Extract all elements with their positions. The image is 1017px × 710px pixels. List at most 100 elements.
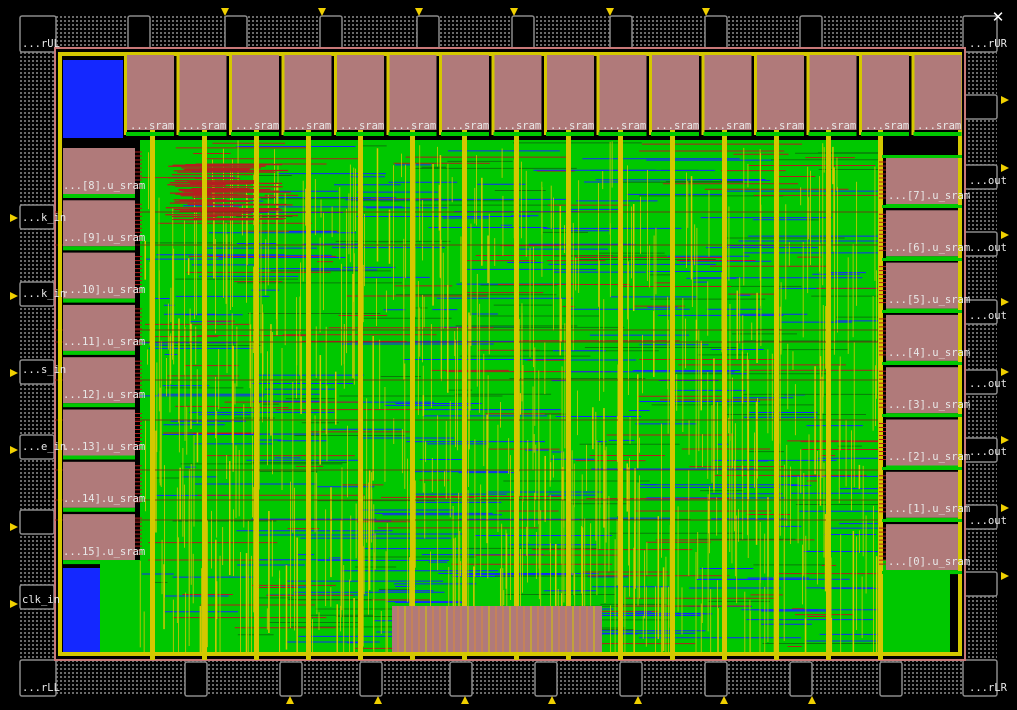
pin-marker <box>702 8 710 16</box>
right-macro-label: ...[2].u_sram <box>888 451 971 463</box>
macro-pin-row <box>861 132 909 136</box>
right-pad-label: ...out <box>969 378 1007 390</box>
pad-ring-top <box>20 16 997 52</box>
macro-pin-row <box>336 132 384 136</box>
pin-marker <box>1001 368 1009 376</box>
left-sram-macro <box>63 252 135 299</box>
power-stripe <box>358 130 363 660</box>
macro-pin-row <box>882 519 962 522</box>
macro-pin-row <box>63 246 135 251</box>
pin-marker <box>10 446 18 454</box>
macro-pin-row <box>882 310 962 313</box>
top-sram-macro <box>913 55 962 130</box>
pin-marker <box>1001 572 1009 580</box>
power-stripe <box>176 55 180 135</box>
top-macro-label: ...sram <box>235 120 280 132</box>
corner-label-lr: ...rLR <box>969 682 1007 694</box>
pin-marker <box>808 696 816 704</box>
top-macro-label: ...sram <box>340 120 385 132</box>
right-sram-macro <box>886 210 958 257</box>
pin-marker <box>606 8 614 16</box>
top-io-pad <box>319 15 343 51</box>
bottom-io-pad <box>879 661 903 697</box>
pin-marker <box>1001 504 1009 512</box>
top-macro-label: ...sram <box>392 120 437 132</box>
top-sram-macro <box>388 55 437 130</box>
macro-halo <box>63 568 103 653</box>
macro-pin-row <box>756 132 804 136</box>
close-icon[interactable]: ✕ <box>991 8 1005 26</box>
top-io-pad <box>704 15 728 51</box>
power-stripe <box>491 55 495 135</box>
left-sram-macro <box>63 409 135 456</box>
top-sram-macro <box>756 55 804 130</box>
power-stripe <box>649 55 652 135</box>
corner-pad <box>19 15 57 53</box>
pin-marker <box>10 600 18 608</box>
top-sram-macro <box>651 55 699 130</box>
macro-pin-row <box>283 132 332 136</box>
power-ring <box>60 652 960 656</box>
power-stripe <box>439 55 442 135</box>
top-macro-label: ...sram <box>182 120 227 132</box>
power-stripe <box>596 55 600 135</box>
power-stripe <box>806 55 810 135</box>
bottom-io-pad <box>184 661 208 697</box>
pin-marker <box>10 214 18 222</box>
macro-pin-row <box>178 132 227 136</box>
macro-pin-row <box>63 350 135 355</box>
top-io-pad <box>511 15 535 51</box>
pin-marker <box>548 696 556 704</box>
top-sram-macro <box>808 55 857 130</box>
macro-pin-row <box>598 132 647 136</box>
power-stripe <box>754 55 757 135</box>
corner-label-ul: ...rUL <box>22 38 60 50</box>
macro-pin-row <box>388 132 437 136</box>
right-macro-label: ...[6].u_sram <box>888 242 971 254</box>
left-macro-label: ...12].u_sram <box>63 389 146 401</box>
left-pad-label: ...k_in <box>22 288 67 300</box>
top-io-pad <box>224 15 248 51</box>
power-stripe <box>254 130 259 660</box>
power-ring <box>958 52 962 656</box>
macro-pin-row <box>651 132 699 136</box>
power-stripe <box>566 130 571 660</box>
pin-marker <box>634 696 642 704</box>
right-macro-label: ...[1].u_sram <box>888 503 971 515</box>
left-macro-label: ...[9].u_sram <box>63 232 146 244</box>
right-macro-label: ...[7].u_sram <box>888 190 971 202</box>
power-stripe <box>701 55 705 135</box>
bottom-macro <box>392 606 602 652</box>
right-sram-macro <box>886 262 958 309</box>
top-macro-label: ...sram <box>130 120 175 132</box>
macro-pin-row <box>882 205 962 208</box>
left-macro-label: ...13].u_sram <box>63 441 146 453</box>
macro-pin-row <box>808 132 857 136</box>
bottom-io-pad <box>789 661 813 697</box>
top-sram-macro <box>126 55 174 130</box>
bottom-io-pad <box>534 661 558 697</box>
top-sram-macro <box>283 55 332 130</box>
left-sram-macro <box>63 461 135 508</box>
power-stripe <box>911 55 915 135</box>
macro-pin-row <box>493 132 542 136</box>
macro-pin-row <box>63 455 135 460</box>
macro-pin-row <box>63 403 135 408</box>
corner-pad <box>19 659 57 697</box>
left-sram-macro <box>63 514 135 561</box>
top-macro-label: ...sram <box>287 120 332 132</box>
macro-pin-row <box>63 194 135 198</box>
left-pad-label: ...e_in <box>22 441 67 453</box>
top-sram-macro <box>598 55 647 130</box>
right-sram-macro <box>886 367 958 414</box>
macro-pin-row <box>882 467 962 470</box>
pin-marker <box>10 292 18 300</box>
macro-pin-row <box>231 132 279 136</box>
left-sram-macro <box>63 200 135 247</box>
power-stripe <box>774 130 779 660</box>
macro-pin-row <box>703 132 752 136</box>
macro-pin-row <box>882 155 962 158</box>
macro-pin-row <box>882 258 962 261</box>
